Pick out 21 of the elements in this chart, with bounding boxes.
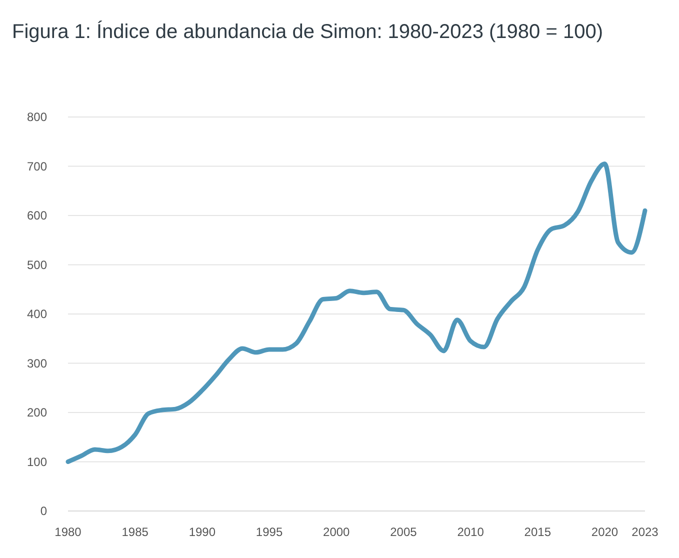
y-tick-label: 0 xyxy=(40,504,48,518)
y-tick-label: 300 xyxy=(26,356,48,370)
x-tick-label: 2005 xyxy=(390,525,418,539)
x-tick-label: 2023 xyxy=(632,525,659,539)
x-tick-label: 2000 xyxy=(323,525,350,539)
x-tick-label: 2010 xyxy=(457,525,484,539)
y-tick-label: 400 xyxy=(26,307,48,322)
y-tick-label: 100 xyxy=(26,454,48,469)
x-tick-label: 2020 xyxy=(591,525,618,539)
x-tick-label: 2015 xyxy=(524,525,552,539)
x-tick-label: 1990 xyxy=(188,525,216,539)
x-tick-label: 1980 xyxy=(54,525,82,539)
y-tick-label: 800 xyxy=(26,110,48,124)
chart-title: Figura 1: Índice de abundancia de Simon: 1980-2023 (1980 = 100) xyxy=(12,20,603,43)
y-tick-label: 500 xyxy=(26,258,48,272)
y-tick-label: 200 xyxy=(26,406,48,420)
line-series xyxy=(66,162,648,464)
y-tick-label: 600 xyxy=(26,208,48,223)
x-tick-label: 1985 xyxy=(122,525,149,539)
y-tick-label: 700 xyxy=(26,159,48,174)
x-tick-label: 1995 xyxy=(256,525,283,539)
